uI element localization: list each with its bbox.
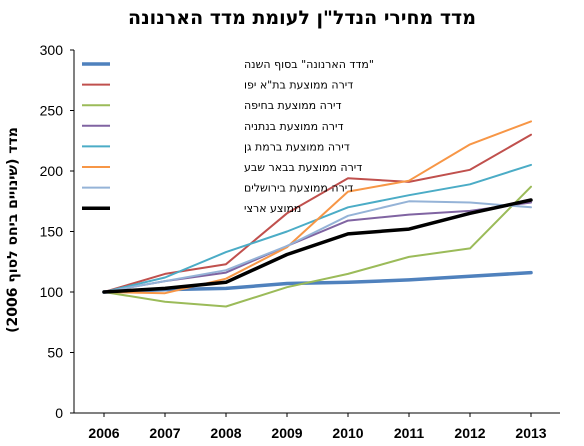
- legend-label-1: דירה ממוצעת בת"א יפו: [244, 79, 353, 92]
- legend-label-0: "מדד הארנונה" בסוף השנה: [244, 58, 374, 71]
- x-tick-label: 2011: [394, 425, 425, 441]
- legend: "מדד הארנונה" בסוף השנה דירה ממוצעת בת"א …: [76, 52, 374, 222]
- legend-label-4: דירה ממוצעת ברמת גן: [244, 140, 350, 153]
- series-line-2: [103, 185, 532, 308]
- x-tick-label: 2007: [149, 425, 180, 441]
- y-tick-label: 300: [40, 42, 64, 58]
- y-tick-label: 200: [40, 163, 64, 179]
- legend-label-3: דירה ממוצעת בנתניה: [244, 120, 343, 133]
- y-axis-label: מדד (שינויים ביחס לסוף 2006): [5, 127, 21, 333]
- x-ticks: 2006 2007 2008 2009 2010 2011 2012 2013: [88, 413, 547, 441]
- chart-title: מדד מחירי הנדל"ן לעומת מדד הארנונה: [128, 7, 476, 29]
- y-ticks: 0 50 100 150 200 250 300: [40, 42, 74, 421]
- legend-label-7: ממוצע ארצי: [244, 202, 301, 215]
- x-tick-label: 2006: [88, 425, 119, 441]
- legend-label-5: דירה ממוצעת בבאר שבע: [244, 161, 362, 174]
- x-tick-label: 2010: [332, 425, 363, 441]
- x-tick-label: 2008: [210, 425, 241, 441]
- series-lines: [102, 120, 533, 308]
- y-tick-label: 50: [47, 345, 63, 361]
- y-tick-label: 250: [40, 103, 64, 119]
- series-line-6: [103, 200, 532, 293]
- y-tick-label: 150: [40, 224, 64, 240]
- series-line-0: [102, 270, 533, 294]
- legend-label-2: דירה ממוצעת בחיפה: [244, 99, 342, 112]
- x-tick-label: 2013: [515, 425, 546, 441]
- y-tick-label: 0: [55, 405, 63, 421]
- x-tick-label: 2009: [271, 425, 302, 441]
- legend-box: [76, 52, 254, 222]
- series-line-5: [103, 120, 532, 295]
- y-tick-label: 100: [40, 284, 64, 300]
- series-line-7: [102, 198, 533, 294]
- legend-label-6: דירה ממוצעת בירושלים: [244, 182, 353, 195]
- x-tick-label: 2012: [454, 425, 485, 441]
